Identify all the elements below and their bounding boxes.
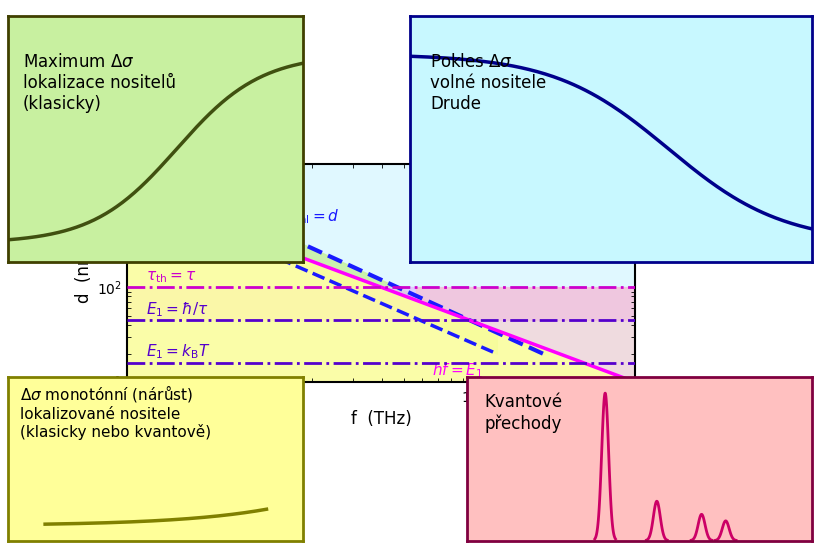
Bar <box>127 287 635 321</box>
Text: $E_1 = k_{\rm B}T$: $E_1 = k_{\rm B}T$ <box>146 342 210 361</box>
Text: $L_{\rm bal} = d$: $L_{\rm bal} = d$ <box>284 208 340 227</box>
Text: Maximum $\Delta\sigma$
lokalizace nositelů
(klasicky): Maximum $\Delta\sigma$ lokalizace nosite… <box>23 54 176 113</box>
Text: $L_{\rm diff} = d$: $L_{\rm diff} = d$ <box>224 242 280 260</box>
Text: $E_1 = \hbar/\tau$: $E_1 = \hbar/\tau$ <box>146 300 208 318</box>
Text: Si, 300 K: Si, 300 K <box>563 221 630 236</box>
Y-axis label: d  (nm): d (nm) <box>75 242 93 304</box>
Text: Pokles $\Delta\sigma$
volné nositele
Drude: Pokles $\Delta\sigma$ volné nositele Dru… <box>429 54 545 113</box>
Text: Kvantové
přechody: Kvantové přechody <box>484 393 562 432</box>
X-axis label: f  (THz): f (THz) <box>351 410 411 428</box>
Text: $\tau_{\rm th} = \tau$: $\tau_{\rm th} = \tau$ <box>146 270 196 286</box>
Text: $\Delta\sigma$ monotónní (nárůst)
lokalizované nositele
(klasicky nebo kvantově): $\Delta\sigma$ monotónní (nárůst) lokali… <box>20 383 210 440</box>
Text: $hf = E_1$: $hf = E_1$ <box>432 361 482 381</box>
